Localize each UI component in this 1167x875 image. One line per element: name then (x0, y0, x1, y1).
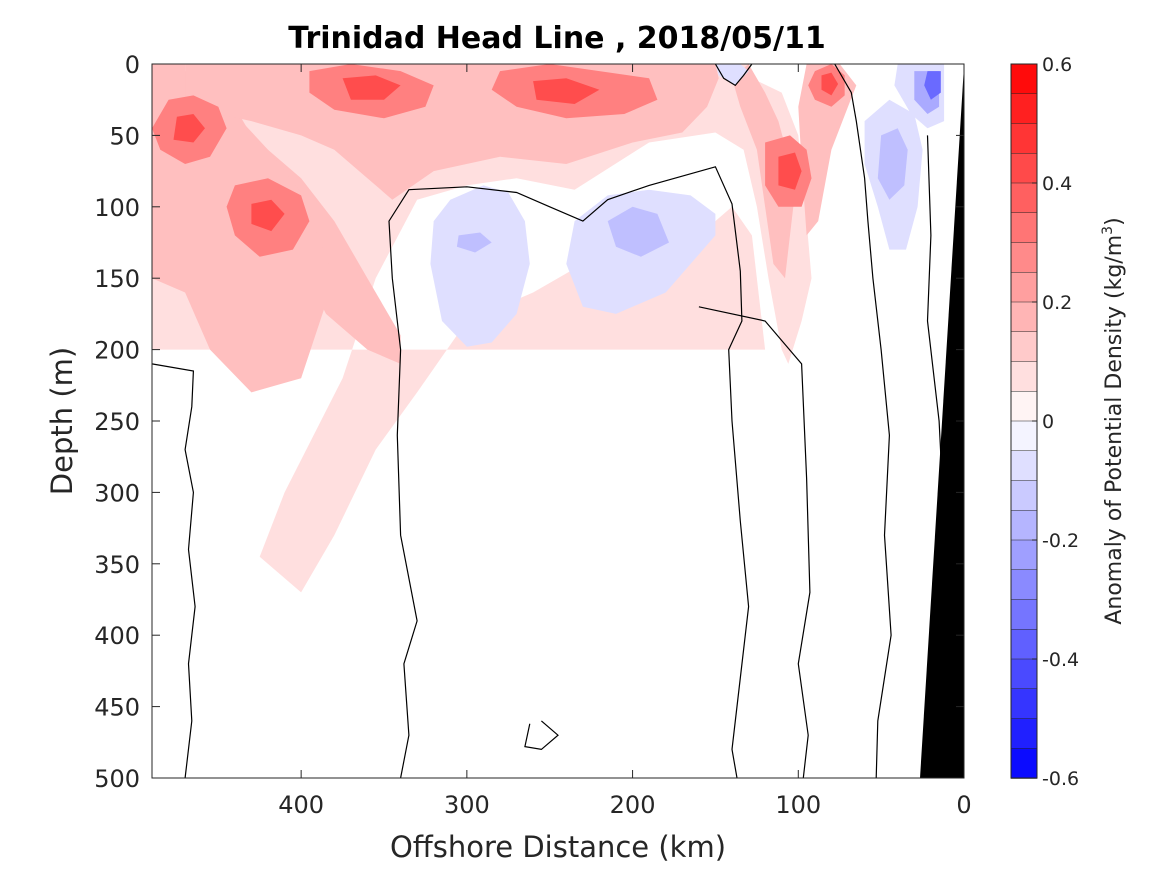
colorbar-title-sup: 3 (1100, 226, 1116, 235)
colorbar-band (1010, 93, 1038, 125)
colorbar-band (1010, 629, 1038, 660)
zero-contour-near-2 (834, 63, 892, 779)
chart-title: Trinidad Head Line , 2018/05/11 (288, 21, 825, 56)
zero-contour-left (151, 363, 196, 779)
colorbar-tick-label: -0.6 (1042, 768, 1079, 790)
colorbar-band (1010, 272, 1038, 303)
contour-fill-positive-peak-4 (533, 78, 600, 104)
contour-fill-negative-1 (430, 185, 530, 347)
contour-fill-negative-peak-1 (924, 71, 941, 100)
contour-fill-positive-peak-5 (778, 152, 802, 190)
contour-fill-positive-near-b (798, 64, 857, 236)
colorbar-band (1010, 718, 1038, 749)
x-axis-title: Offshore Distance (km) (390, 830, 726, 864)
colorbar-tick-label: -0.4 (1042, 649, 1079, 671)
colorbar-band (1010, 331, 1038, 363)
x-tick-label: 400 (278, 791, 324, 819)
colorbar-band (1010, 212, 1038, 244)
y-tick-label: 250 (94, 408, 140, 436)
y-tick-label: 150 (94, 265, 140, 293)
contour-fills (152, 64, 945, 593)
colorbar-band (1010, 182, 1038, 214)
colorbar-tick-label: -0.2 (1042, 530, 1079, 552)
y-tick-label: 0 (125, 51, 140, 79)
colorbar-band (1010, 510, 1038, 541)
contour-fill-negative-core-3 (607, 206, 669, 257)
contour-fill-negative-core-2 (877, 128, 908, 200)
contour-fill-negative-core-4 (456, 232, 492, 253)
y-tick-label: 500 (94, 765, 140, 793)
colorbar-band (1010, 301, 1038, 333)
zero-contour-nearshore (698, 306, 811, 779)
colorbar-tick-label: 0.4 (1042, 173, 1072, 195)
y-tick-label: 50 (109, 122, 140, 150)
y-tick-label: 350 (94, 551, 140, 579)
colorbar-band (1010, 420, 1038, 452)
x-tick-label: 200 (610, 791, 656, 819)
x-tick-label: 100 (775, 791, 821, 819)
land-mask (920, 66, 964, 778)
colorbar-band (1010, 688, 1038, 720)
colorbar-title: Anomaly of Potential Density (kg/m3) (1100, 217, 1127, 624)
colorbar-ticks: 0.6 0.4 0.2 0 -0.2 -0.4 -0.6 (1032, 54, 1079, 790)
colorbar-band (1010, 361, 1038, 392)
contour-fill-positive-left (152, 64, 401, 364)
colorbar-tick-label: 0.6 (1042, 54, 1072, 76)
colorbar-band (1010, 748, 1038, 779)
colorbar-band (1010, 658, 1038, 690)
contour-fill-positive-nearshore (732, 64, 794, 279)
contour-fill-positive-peak-1 (173, 114, 205, 143)
colorbar-title-close: ) (1102, 217, 1127, 226)
colorbar: 0.6 0.4 0.2 0 -0.2 -0.4 -0.6 Anomaly of Potent… (1010, 54, 1127, 790)
colorbar-tick-label: 0.2 (1042, 292, 1072, 314)
y-axis: 0 50 100 150 200 250 300 350 400 450 500 (94, 51, 964, 793)
colorbar-band (1010, 242, 1038, 273)
y-tick-label: 450 (94, 694, 140, 722)
x-axis: 400 300 200 100 0 (278, 64, 972, 819)
colorbar-band (1010, 480, 1038, 511)
zero-contour-top (714, 63, 753, 87)
colorbar-title-main: Anomaly of Potential Density (kg/m (1102, 235, 1127, 625)
y-tick-label: 200 (94, 337, 140, 365)
y-tick-label: 300 (94, 479, 140, 507)
colorbar-band (1010, 63, 1038, 95)
y-tick-label: 100 (94, 194, 140, 222)
y-tick-label: 400 (94, 622, 140, 650)
colorbar-band (1010, 569, 1038, 601)
contour-fill-positive-peak-6 (821, 72, 839, 96)
plot-area (151, 63, 965, 779)
colorbar-band (1010, 450, 1038, 482)
zero-contour-inner (524, 720, 559, 751)
contour-fill-negative-5 (715, 64, 749, 86)
contour-fill-positive-peak-2 (251, 199, 285, 232)
contour-fill-positive-peak-3 (342, 75, 401, 100)
x-tick-label: 0 (956, 791, 971, 819)
zero-contour-mid (388, 166, 750, 779)
y-axis-title: Depth (m) (45, 347, 79, 495)
colorbar-band (1010, 153, 1038, 184)
colorbar-band (1010, 391, 1038, 422)
colorbar-band (1010, 599, 1038, 630)
colorbar-band (1010, 123, 1038, 154)
x-tick-label: 300 (444, 791, 490, 819)
colorbar-band (1010, 539, 1038, 571)
colorbar-tick-label: 0 (1042, 411, 1054, 433)
